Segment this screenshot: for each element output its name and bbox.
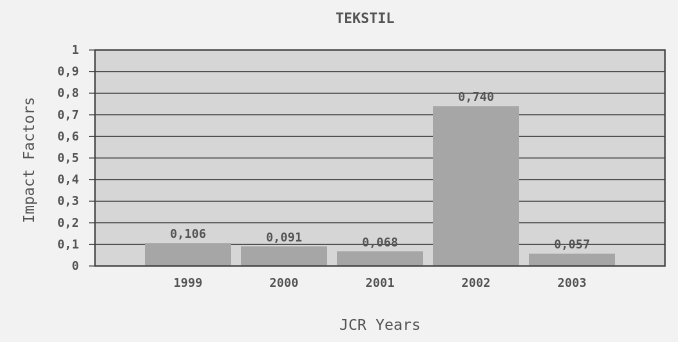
x-tick-label-1999: 1999 xyxy=(174,276,203,290)
y-tick-label: 0,5 xyxy=(57,151,79,165)
y-axis-label: Impact Factors xyxy=(20,97,38,223)
bar-1999 xyxy=(145,243,231,266)
x-tick-label-2001: 2001 xyxy=(366,276,395,290)
bar-2000 xyxy=(241,246,327,266)
y-tick-label: 0,4 xyxy=(57,173,79,187)
x-tick-label-2000: 2000 xyxy=(270,276,299,290)
y-tick-label: 0,7 xyxy=(57,108,79,122)
y-tick-label: 0,3 xyxy=(57,194,79,208)
x-axis-label: JCR Years xyxy=(339,316,420,334)
value-label-2001: 0,068 xyxy=(362,235,398,249)
y-tick-label: 0 xyxy=(72,259,79,273)
bar-2001 xyxy=(337,251,423,266)
y-tick-label: 1 xyxy=(72,43,79,57)
bar-2002 xyxy=(433,106,519,266)
value-label-2003: 0,057 xyxy=(554,238,590,252)
value-label-2000: 0,091 xyxy=(266,230,302,244)
y-tick-label: 0,8 xyxy=(57,86,79,100)
chart-title: TEKSTIL xyxy=(335,11,394,27)
y-tick-label: 0,1 xyxy=(57,237,79,251)
value-label-2002: 0,740 xyxy=(458,90,494,104)
y-tick-label: 0,6 xyxy=(57,129,79,143)
x-tick-label-2003: 2003 xyxy=(558,276,587,290)
bar-2003 xyxy=(529,254,615,266)
y-tick-label: 0,9 xyxy=(57,65,79,79)
x-tick-label-2002: 2002 xyxy=(462,276,491,290)
value-label-1999: 0,106 xyxy=(170,227,206,241)
y-tick-label: 0,2 xyxy=(57,216,79,230)
